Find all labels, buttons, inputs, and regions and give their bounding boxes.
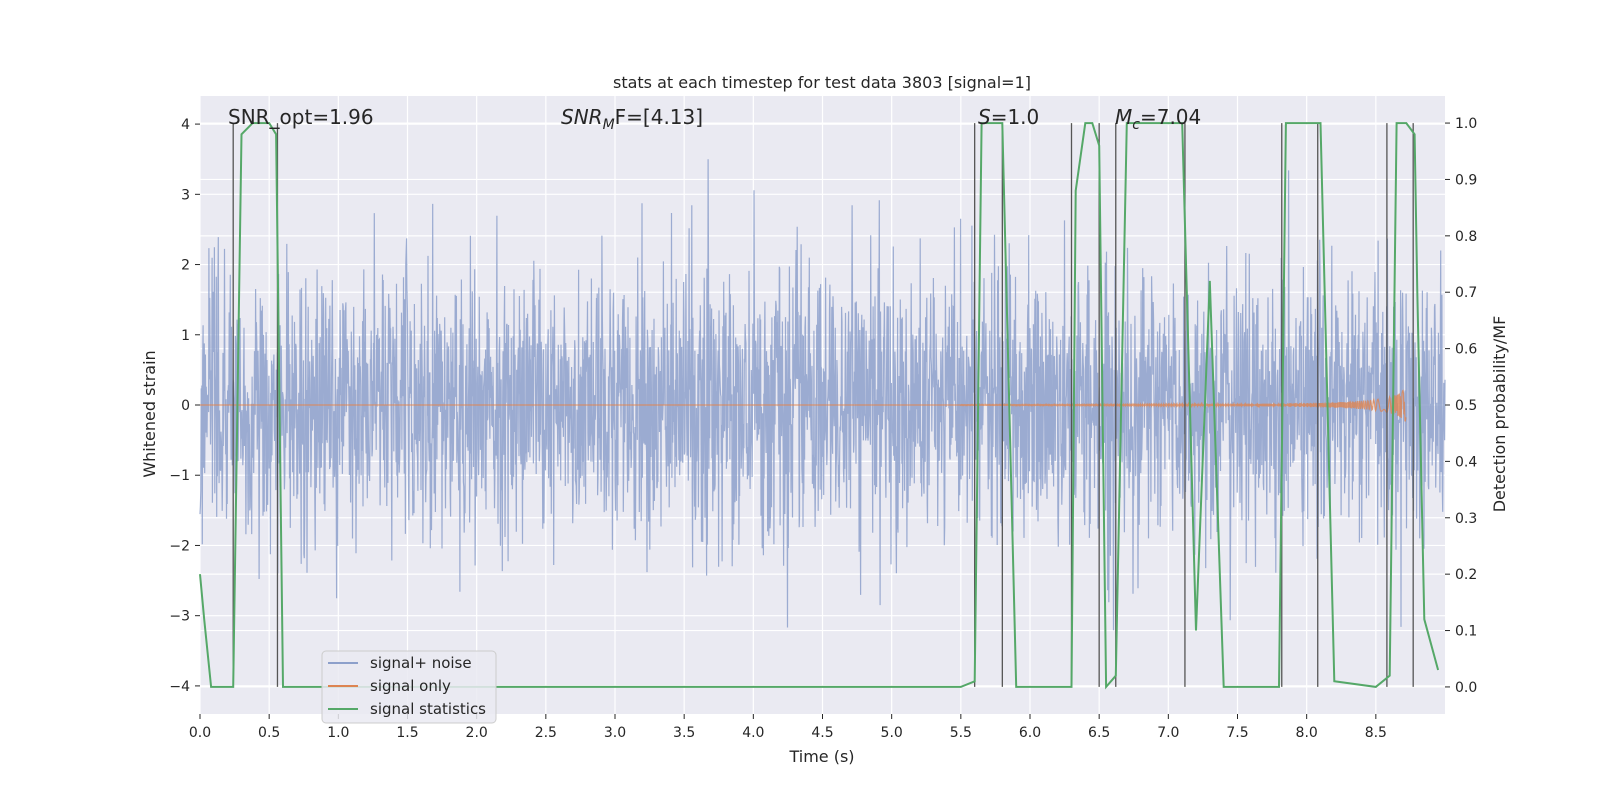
- trigger-lines: [232, 123, 1414, 687]
- x-tick-label: 7.5: [1226, 725, 1248, 741]
- x-tick-label: 3.5: [673, 725, 695, 741]
- x-tick-label: 5.0: [881, 725, 903, 741]
- x-tick-label: 5.5: [950, 725, 972, 741]
- x-tick-label: 0.5: [258, 725, 280, 741]
- y2-tick-label: 0.1: [1455, 624, 1477, 640]
- chart-title: stats at each timestep for test data 380…: [613, 73, 1031, 92]
- x-tick-label: 6.5: [1088, 725, 1110, 741]
- x-tick-label: 1.0: [327, 725, 349, 741]
- x-tick-label: 4.0: [742, 725, 764, 741]
- y2-tick-label: 0.8: [1455, 229, 1477, 245]
- x-tick-label: 1.5: [396, 725, 418, 741]
- y-axis-label: Whitened strain: [140, 350, 159, 477]
- snr-mf-annotation: SNRMF=[4.13]: [561, 105, 703, 133]
- y2-tick-label: 0.4: [1455, 454, 1477, 470]
- y-tick-label: 0: [181, 398, 190, 414]
- x-tick-label: 0.0: [189, 725, 211, 741]
- x-tick-label: 7.0: [1157, 725, 1179, 741]
- x-tick-label: 8.5: [1365, 725, 1387, 741]
- s-value: =1.0: [991, 105, 1040, 129]
- x-tick-label: 2.5: [535, 725, 557, 741]
- y-tick-label: −2: [169, 538, 190, 554]
- y2-axis-label: Detection probability/MF: [1490, 316, 1509, 513]
- x-tick-label: 6.0: [1019, 725, 1041, 741]
- y-tick-label: 3: [181, 187, 190, 203]
- s-symbol: S: [978, 105, 991, 129]
- legend: signal+ noise signal only signal statist…: [321, 650, 497, 724]
- x-tick-label: 3.0: [604, 725, 626, 741]
- y2-tick-label: 0.3: [1455, 511, 1477, 527]
- y-tick-label: 4: [181, 117, 190, 133]
- mc-symbol: M: [1115, 105, 1132, 129]
- signal-plus-noise-line: [199, 159, 1446, 631]
- legend-label-statistics: signal statistics: [370, 700, 486, 718]
- statistics-series: [199, 122, 1440, 690]
- y-tick-label: 1: [181, 328, 190, 344]
- tick-labels: 0.0 0.5 1.0 1.5 2.0 2.5 3.0 3.5 4.0 4.5 5.0 5.5 6.0 6…: [169, 116, 1477, 741]
- y2-tick-label: 0.7: [1455, 285, 1477, 301]
- noise-series: [199, 159, 1446, 631]
- snr-mf-symbol: SNR: [561, 105, 603, 129]
- y-tick-label: −1: [169, 468, 190, 484]
- y2-tick-label: 0.0: [1455, 680, 1477, 696]
- y2-tick-label: 0.2: [1455, 567, 1477, 583]
- snr-mf-subscript: M: [603, 117, 615, 133]
- y2-tick-label: 0.5: [1455, 398, 1477, 414]
- y-tick-label: 2: [181, 258, 190, 274]
- mc-value: =7.04: [1140, 105, 1201, 129]
- legend-label-noise: signal+ noise: [370, 654, 472, 672]
- legend-label-signal: signal only: [370, 677, 451, 695]
- s-annotation: S=1.0: [978, 105, 1039, 129]
- mc-annotation: Mc=7.04: [1115, 105, 1201, 133]
- x-tick-label: 4.5: [811, 725, 833, 741]
- y-tick-label: −3: [169, 609, 190, 625]
- y2-tick-label: 1.0: [1455, 116, 1477, 132]
- mc-subscript: c: [1132, 117, 1140, 133]
- legend-box: [321, 650, 497, 724]
- x-axis-label: Time (s): [788, 747, 854, 766]
- y-tick-label: −4: [169, 679, 190, 695]
- snr-opt-annotation: SNR_opt=1.96: [228, 105, 374, 129]
- x-tick-label: 8.0: [1296, 725, 1318, 741]
- y2-tick-label: 0.9: [1455, 172, 1477, 188]
- snr-mf-value: F=[4.13]: [615, 105, 703, 129]
- signal-statistics-line: [199, 122, 1440, 690]
- x-tick-label: 2.0: [466, 725, 488, 741]
- y2-tick-label: 0.6: [1455, 342, 1477, 358]
